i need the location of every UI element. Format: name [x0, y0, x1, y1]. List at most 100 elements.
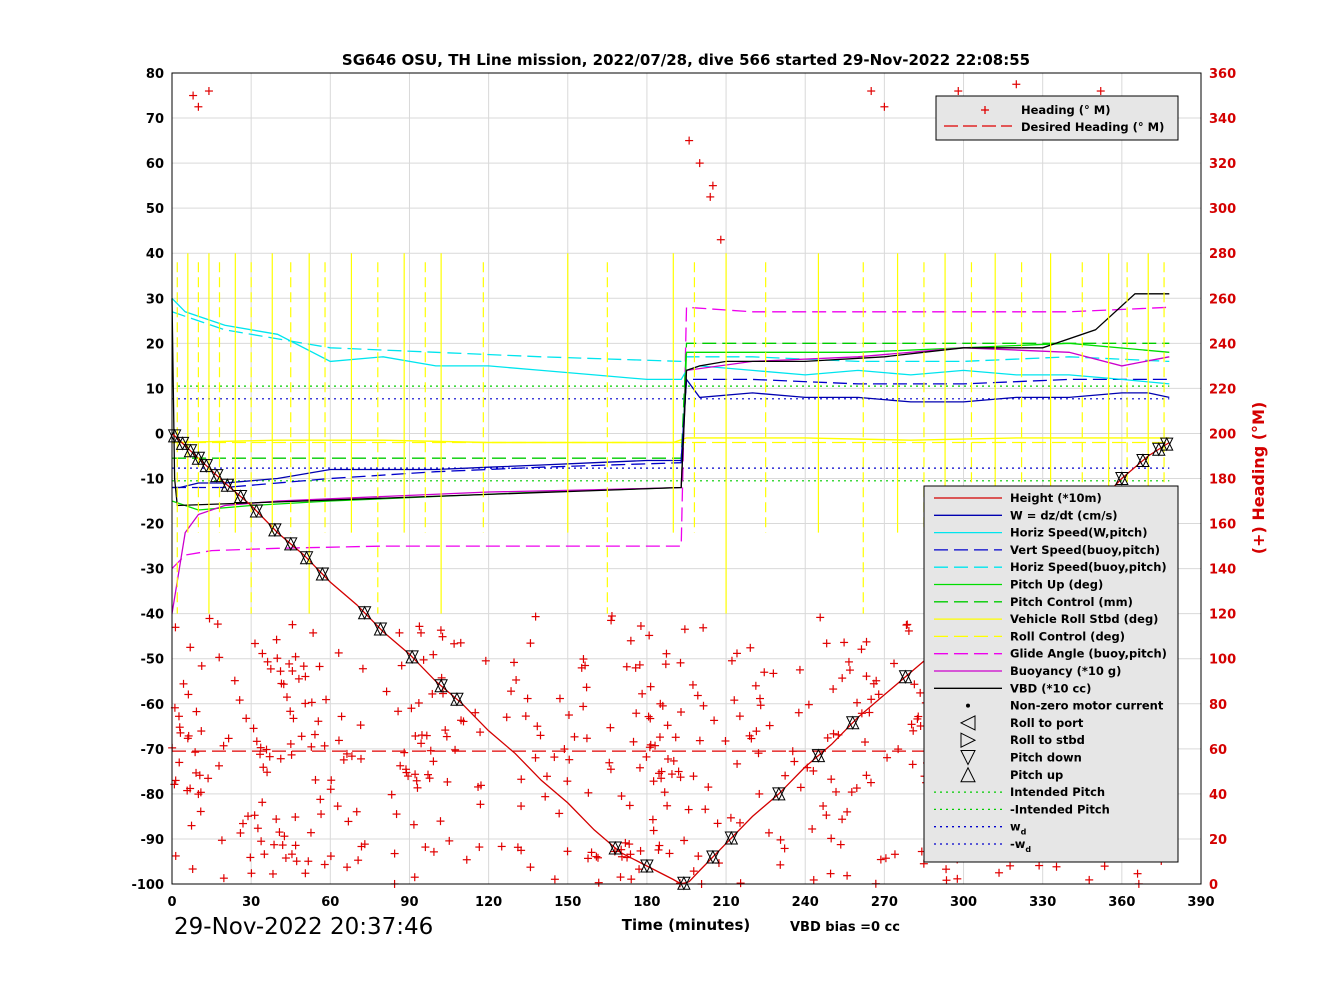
heading-marker [456, 638, 465, 647]
y-right-tick-label: 280 [1209, 247, 1236, 262]
heading-marker [822, 811, 831, 820]
pitch-marker [373, 621, 388, 637]
heading-marker [822, 639, 831, 648]
heading-marker [358, 664, 367, 673]
heading-marker [429, 757, 438, 766]
heading-marker [649, 826, 658, 835]
heading-marker [436, 817, 445, 826]
heading-marker [606, 765, 615, 774]
heading-marker [297, 732, 306, 741]
pitch-marker [811, 748, 826, 763]
heading-marker [667, 770, 676, 779]
heading-marker [890, 850, 899, 859]
heading-marker [844, 657, 853, 666]
heading-marker [510, 658, 519, 667]
heading-marker [285, 659, 294, 668]
legend-main-item: VBD (*10 cc) [1010, 681, 1091, 695]
heading-marker [471, 708, 480, 717]
heading-marker [648, 815, 657, 824]
heading-marker [649, 777, 658, 786]
legend-top-box [935, 95, 1179, 141]
heading-marker [260, 850, 269, 859]
heading-marker [291, 841, 300, 850]
heading-marker [747, 734, 756, 743]
legend-main-item: Vert Speed(buoy,pitch) [1010, 543, 1160, 557]
heading-marker [175, 758, 184, 767]
heading-marker [238, 819, 247, 828]
heading-marker [187, 821, 196, 830]
heading-marker [327, 776, 336, 785]
heading-marker [256, 750, 265, 759]
heading-marker [215, 761, 224, 770]
heading-marker [695, 736, 704, 745]
heading-marker [497, 842, 506, 851]
heading-marker [876, 855, 885, 864]
heading-marker [268, 869, 277, 878]
heading-marker [197, 727, 206, 736]
heading-marker [661, 660, 670, 669]
heading-marker [713, 819, 722, 828]
heading-marker [244, 812, 253, 821]
heading-marker [795, 665, 804, 674]
heading-marker [450, 639, 459, 648]
y-right-tick-labels: 3603403203002802602402202001801601401201… [1209, 67, 1236, 893]
y-tick-label: 0 [155, 427, 164, 442]
x-tick-label: 330 [1029, 895, 1056, 910]
heading-marker [819, 801, 828, 810]
legend-main-item: -Intended Pitch [1010, 802, 1110, 816]
heading-marker [695, 159, 704, 168]
heading-marker [550, 875, 559, 884]
heading-marker [410, 873, 419, 882]
heading-marker [475, 843, 484, 852]
heading-marker [564, 711, 573, 720]
heading-marker [356, 754, 365, 763]
heading-marker [502, 713, 511, 722]
heading-marker [247, 869, 256, 878]
heading-marker [415, 622, 424, 631]
heading-marker [531, 753, 540, 762]
heading-marker [262, 745, 271, 754]
heading-marker [413, 783, 422, 792]
heading-marker [315, 662, 324, 671]
heading-marker [890, 659, 899, 668]
heading-marker [563, 847, 572, 856]
heading-marker [736, 879, 745, 888]
heading-marker [400, 748, 409, 757]
heading-marker [347, 752, 356, 761]
x-tick-label: 240 [792, 895, 819, 910]
heading-marker [657, 774, 666, 783]
pitch-marker [299, 550, 314, 565]
x-tick-label: 390 [1187, 895, 1214, 910]
heading-marker [1133, 869, 1142, 878]
heading-marker [902, 621, 911, 630]
heading-marker [259, 763, 268, 772]
heading-marker [438, 689, 447, 698]
heading-marker [760, 668, 769, 677]
heading-marker [862, 637, 871, 646]
heading-marker [272, 635, 281, 644]
heading-marker [694, 852, 703, 861]
heading-marker [727, 656, 736, 665]
heading-marker [1052, 862, 1061, 871]
y-right-tick-label: 340 [1209, 112, 1236, 127]
legend-main-item: Glide Angle (buoy,pitch) [1010, 647, 1167, 661]
pitch-marker [249, 503, 264, 519]
heading-marker [726, 813, 735, 822]
heading-marker [843, 807, 852, 816]
y-right-tick-label: 200 [1209, 427, 1236, 442]
pitch-marker [405, 649, 419, 665]
heading-marker [423, 770, 432, 779]
heading-marker [250, 639, 259, 648]
heading-marker [276, 754, 285, 763]
heading-marker [995, 868, 1004, 877]
heading-marker [215, 653, 224, 662]
y-tick-label: 10 [146, 382, 164, 397]
heading-marker [457, 716, 466, 725]
legend-top-item: Desired Heading (° M) [1021, 120, 1164, 134]
legend-main-item: W = dz/dt (cm/s) [1010, 508, 1118, 522]
heading-marker [230, 676, 239, 685]
heading-marker [288, 620, 297, 629]
heading-marker [809, 766, 818, 775]
heading-marker [438, 632, 447, 641]
heading-marker [684, 805, 693, 814]
